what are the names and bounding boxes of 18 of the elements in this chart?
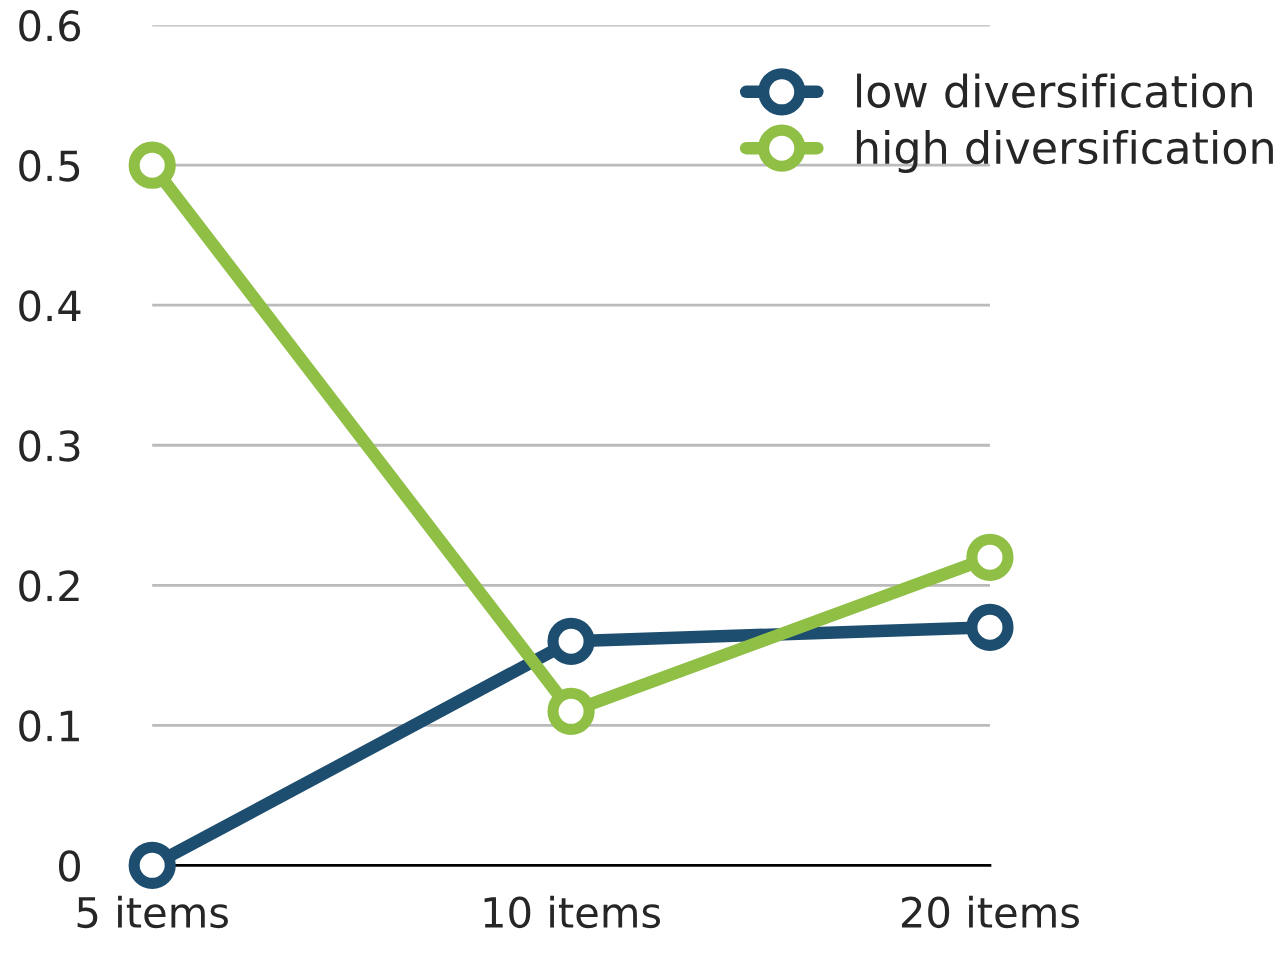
point [966, 533, 1014, 581]
legend-label: low diversification [857, 73, 1252, 108]
x-tick-label: 20 items [901, 895, 1079, 929]
y-tick-label: 0.3 [19, 430, 80, 462]
y-tick-label: 0 [58, 850, 80, 882]
x-tick-label: 10 items [484, 895, 661, 929]
point [547, 617, 595, 665]
legend-label: high diversification [856, 129, 1273, 173]
y-tick-label: 0.1 [19, 710, 79, 742]
point [128, 841, 176, 889]
y-tick-label: 0.6 [19, 10, 81, 42]
y-tick-label: 0.2 [19, 570, 79, 602]
point [966, 603, 1014, 651]
point [547, 687, 595, 735]
y-tick-label: 0.5 [19, 150, 80, 182]
y-tick-label: 0.4 [19, 290, 81, 322]
x-tick-label: 5 items [77, 895, 228, 929]
point [128, 141, 176, 189]
